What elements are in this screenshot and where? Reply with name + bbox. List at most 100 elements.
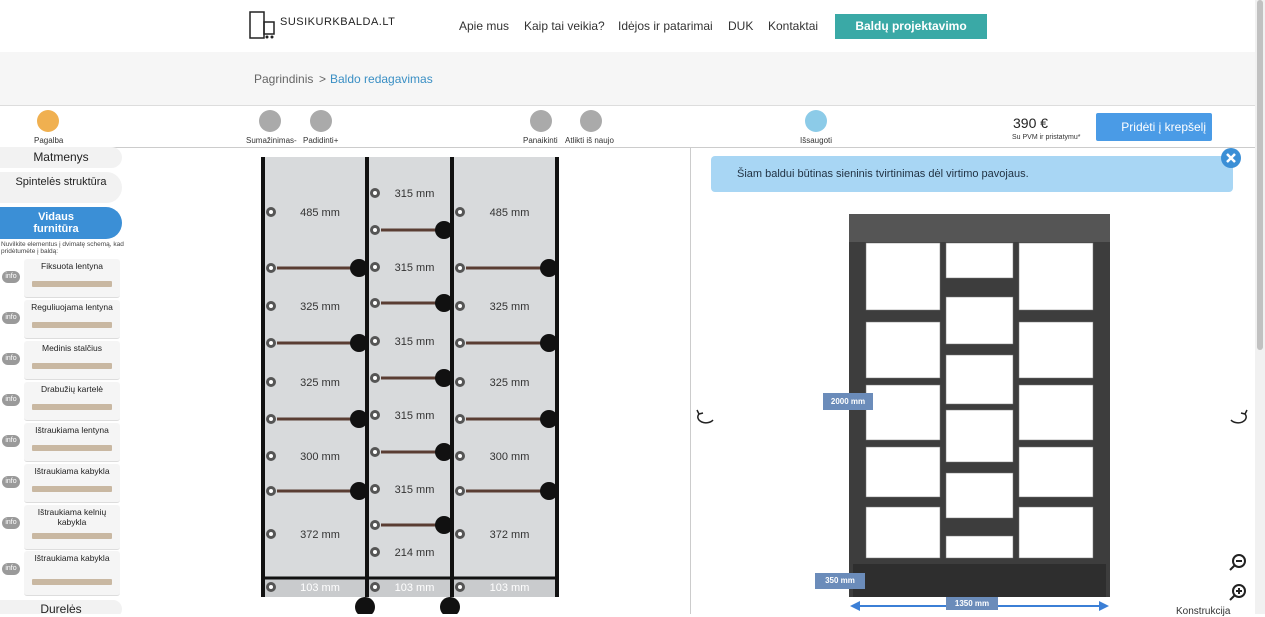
furniture-item[interactable]: Drabužių kartelė xyxy=(24,382,120,421)
scroll-thumb[interactable] xyxy=(1257,0,1263,350)
furniture-item-label: Medinis stalčius xyxy=(42,343,102,353)
shelf-move-control[interactable] xyxy=(350,482,368,500)
schema-2d: 485 mm 325 mm 325 mm 300 mm 372 mm 103 mm 315 … xyxy=(261,157,559,614)
zoom-in-label: Padidinti+ xyxy=(303,136,339,145)
rotate-right-button[interactable] xyxy=(1230,409,1248,424)
furniture-item[interactable]: Fiksuota lentyna xyxy=(24,259,120,298)
rotate-left-button[interactable] xyxy=(696,409,714,424)
furniture-item[interactable]: Ištraukiama kabykla xyxy=(24,464,120,503)
nav-link[interactable]: Apie mus xyxy=(459,19,510,33)
nav-link[interactable]: DUK xyxy=(728,19,754,33)
shelf-move-control[interactable] xyxy=(540,334,558,352)
close-alert-button[interactable] xyxy=(1220,147,1244,171)
zoom-out-button[interactable] xyxy=(259,110,281,132)
menu-item-active[interactable]: Vidaus furnitūra xyxy=(0,207,122,239)
zoom-glyph xyxy=(1229,560,1242,571)
info-badge[interactable]: info xyxy=(2,394,20,406)
nav-link[interactable]: Idėjos ir patarimai xyxy=(618,19,713,33)
info-badge[interactable]: info xyxy=(2,312,20,324)
undo-button[interactable] xyxy=(530,110,552,132)
info-badge[interactable]: info xyxy=(2,271,20,283)
shelf-handle-hole xyxy=(458,304,462,308)
cabinet-compartment xyxy=(865,446,941,498)
section-height: 315 mm xyxy=(395,410,435,422)
logo[interactable]: SUSIKURKBALDA.LT xyxy=(280,16,396,28)
cabinet-compartment xyxy=(945,535,1014,559)
cabinet-compartment xyxy=(1018,446,1094,498)
furniture-item-image xyxy=(32,322,112,328)
shelf-handle-hole xyxy=(458,489,462,493)
furniture-item-label: Ištraukiama kabykla xyxy=(34,553,110,563)
zoom-in-3d[interactable] xyxy=(1232,584,1246,598)
breadcrumb-current: Baldo redagavimas xyxy=(330,72,433,86)
nav-link[interactable]: Kaip tai veikia? xyxy=(524,19,605,33)
shelf-handle-hole xyxy=(269,454,273,458)
door-control[interactable] xyxy=(355,597,375,614)
shelf-move-control[interactable] xyxy=(350,410,368,428)
furniture-item[interactable]: Ištraukiama lentyna xyxy=(24,423,120,462)
column-body xyxy=(452,157,557,578)
shelf-handle-hole xyxy=(373,376,377,380)
nav-link[interactable]: Kontaktai xyxy=(768,19,819,33)
shelf-move-control[interactable] xyxy=(350,334,368,352)
shelf-handle-hole xyxy=(458,341,462,345)
cabinet-compartment xyxy=(1018,506,1094,559)
save-button[interactable] xyxy=(805,110,827,132)
shelf-move-control[interactable] xyxy=(435,221,453,239)
breadcrumb-separator: > xyxy=(319,72,327,86)
info-badge[interactable]: info xyxy=(2,517,20,529)
section-height: 325 mm xyxy=(300,377,340,389)
redo-button[interactable] xyxy=(580,110,602,132)
shelf-handle-hole xyxy=(269,532,273,536)
zoom-in-button[interactable] xyxy=(310,110,332,132)
shelf-move-control[interactable] xyxy=(435,369,453,387)
base-height: 103 mm xyxy=(300,582,340,594)
base-height: 103 mm xyxy=(490,582,530,594)
door-control[interactable] xyxy=(440,597,460,614)
shelf-move-control[interactable] xyxy=(435,294,453,312)
construction-toggle[interactable]: Konstrukcija xyxy=(1176,606,1231,617)
info-badge[interactable]: info xyxy=(2,476,20,488)
shelf-move-control[interactable] xyxy=(540,482,558,500)
breadcrumb-home[interactable]: Pagrindinis xyxy=(254,72,314,86)
shelf-move-control[interactable] xyxy=(435,516,453,534)
section-height: 300 mm xyxy=(300,451,340,463)
zoom-out-3d[interactable] xyxy=(1232,554,1246,568)
shelf-handle-hole xyxy=(373,228,377,232)
furniture-item[interactable]: Ištraukiama kabykla xyxy=(24,551,120,596)
cabinet-compartment xyxy=(865,506,941,559)
shelf-move-control[interactable] xyxy=(435,443,453,461)
cabinet-compartment xyxy=(865,321,941,379)
section-height: 325 mm xyxy=(490,377,530,389)
info-badge[interactable]: info xyxy=(2,435,20,447)
add-to-cart-button[interactable]: Pridėti į krepšelį xyxy=(1096,113,1212,141)
cta-button[interactable]: Baldų projektavimo įrankis xyxy=(835,14,987,58)
column-body xyxy=(367,157,452,578)
shelf-handle-hole xyxy=(458,380,462,384)
furniture-item[interactable]: Medinis stalčius xyxy=(24,341,120,380)
furniture-item[interactable]: Reguliuojama lentyna xyxy=(24,300,120,339)
shelf-handle-hole xyxy=(269,585,273,589)
cabinet-plinth xyxy=(853,564,1106,597)
menu-item[interactable]: Matmenys xyxy=(0,147,122,168)
shelf-move-control[interactable] xyxy=(350,259,368,277)
column-base xyxy=(263,578,367,597)
shelf-handle-hole xyxy=(373,191,377,195)
shelf-handle-hole xyxy=(269,210,273,214)
shelf-handle-hole xyxy=(458,266,462,270)
furniture-item[interactable]: Ištraukiama kelnių kabykla xyxy=(24,505,120,550)
scrollbar[interactable] xyxy=(1255,0,1265,614)
shelf-move-control[interactable] xyxy=(540,259,558,277)
toolbar: Pagalba Sumažinimas- Padidinti+ Panaikin… xyxy=(0,106,1255,148)
info-badge[interactable]: info xyxy=(2,563,20,575)
shelf-handle-hole xyxy=(269,380,273,384)
help-button[interactable] xyxy=(37,110,59,132)
width-label: 1350 mm xyxy=(946,597,998,610)
shelf-handle-hole xyxy=(373,523,377,527)
cabinet-compartment xyxy=(945,242,1014,279)
shelf-move-control[interactable] xyxy=(540,410,558,428)
furniture-item-image xyxy=(32,281,112,287)
menu-item[interactable]: Spintelės struktūra xyxy=(0,172,122,203)
info-badge[interactable]: info xyxy=(2,353,20,365)
menu-item[interactable]: Durelės xyxy=(0,600,122,614)
